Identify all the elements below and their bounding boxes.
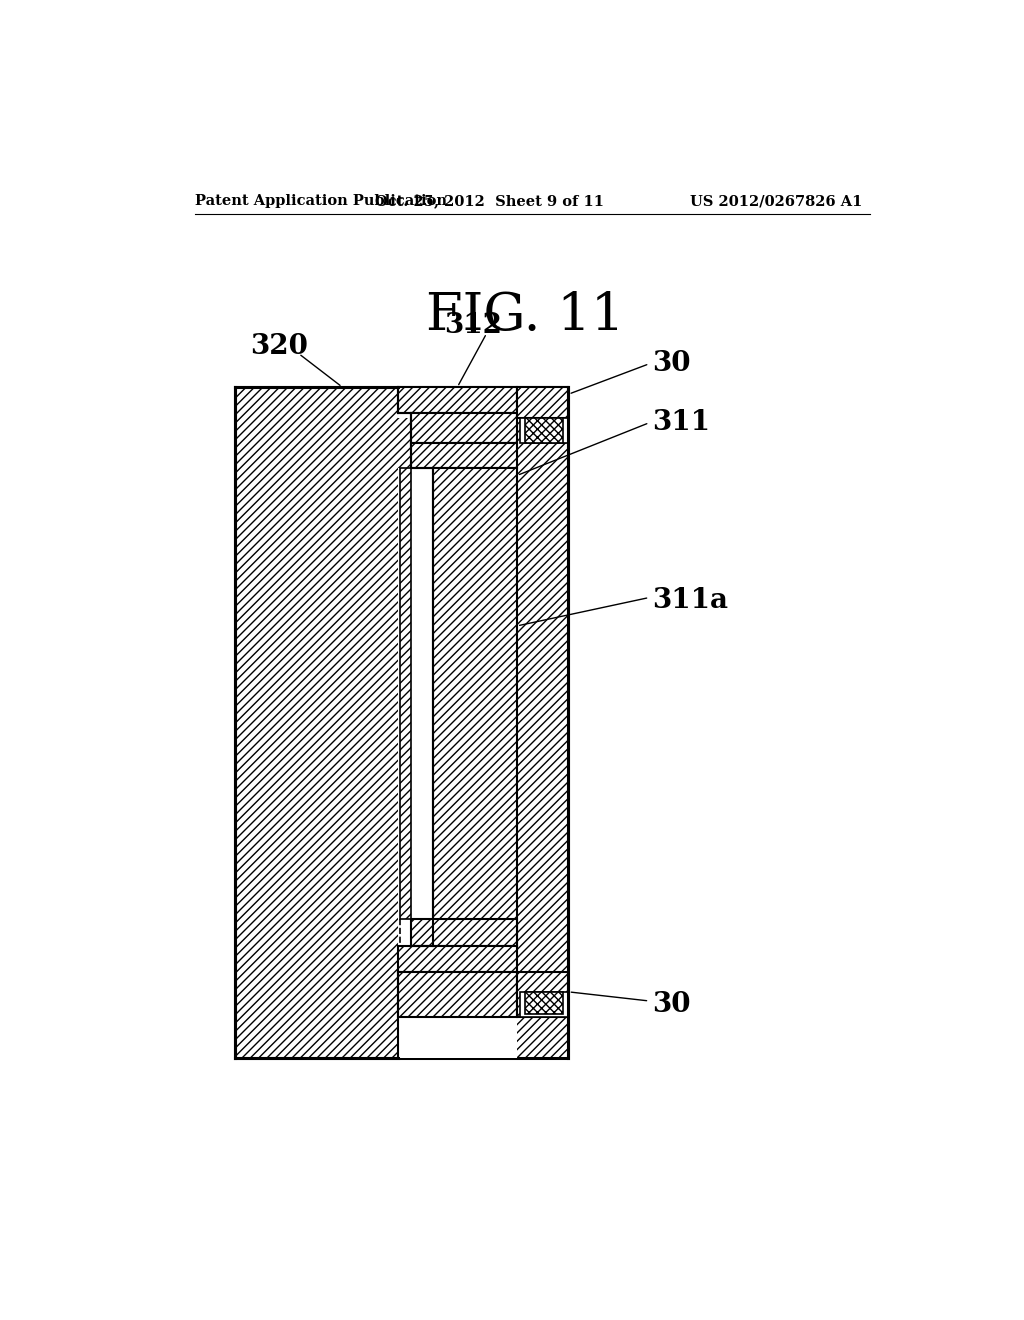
Bar xyxy=(524,417,563,444)
Text: Oct. 25, 2012  Sheet 9 of 11: Oct. 25, 2012 Sheet 9 of 11 xyxy=(375,194,603,209)
Text: 30: 30 xyxy=(652,990,690,1018)
Bar xyxy=(411,919,517,946)
Bar xyxy=(397,469,517,946)
Text: Patent Application Publication: Patent Application Publication xyxy=(196,194,447,209)
Bar xyxy=(397,387,517,417)
Bar xyxy=(397,387,517,412)
Bar xyxy=(517,972,568,1018)
Bar xyxy=(236,387,568,1057)
Bar xyxy=(397,946,517,972)
Bar xyxy=(520,417,568,444)
Bar xyxy=(400,469,412,919)
Bar xyxy=(433,469,517,946)
Bar xyxy=(397,946,517,1057)
Bar xyxy=(524,991,563,1014)
Text: 312: 312 xyxy=(444,312,502,339)
Text: 30: 30 xyxy=(652,350,690,378)
Text: 311: 311 xyxy=(652,409,710,436)
Bar xyxy=(397,469,414,919)
Bar xyxy=(397,972,517,1018)
Text: FIG. 11: FIG. 11 xyxy=(426,290,624,342)
Bar xyxy=(517,387,568,417)
Text: US 2012/0267826 A1: US 2012/0267826 A1 xyxy=(690,194,862,209)
Text: 311a: 311a xyxy=(652,587,728,614)
Bar xyxy=(411,444,517,469)
Bar xyxy=(411,413,517,444)
Text: 320: 320 xyxy=(250,333,308,360)
Bar xyxy=(520,991,568,1018)
